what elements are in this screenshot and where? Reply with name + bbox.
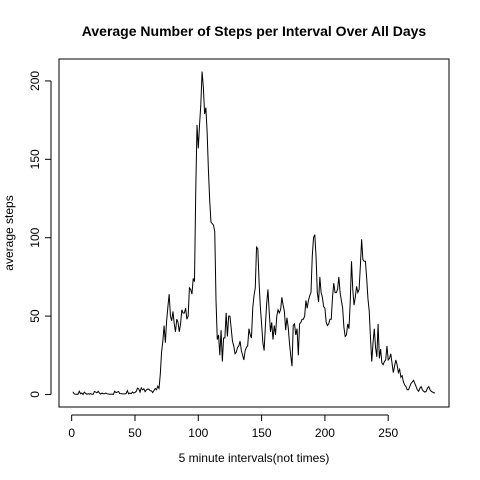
x-tick-label: 150 bbox=[252, 426, 272, 440]
x-tick-label: 200 bbox=[315, 426, 335, 440]
y-axis-label: average steps bbox=[2, 195, 16, 270]
y-axis: 0 50 100 150 200 bbox=[28, 71, 52, 398]
chart-title: Average Number of Steps per Interval Ove… bbox=[82, 23, 427, 39]
y-tick-label: 200 bbox=[28, 71, 42, 91]
y-tick-label: 100 bbox=[28, 227, 42, 247]
y-tick-label: 0 bbox=[28, 391, 42, 398]
y-tick-label: 150 bbox=[28, 149, 42, 169]
x-axis: 0 50 100 150 200 250 bbox=[68, 414, 399, 440]
x-tick-label: 250 bbox=[378, 426, 398, 440]
x-tick-label: 0 bbox=[68, 426, 75, 440]
x-tick-label: 50 bbox=[128, 426, 142, 440]
plot-frame bbox=[58, 58, 450, 408]
y-tick-label: 50 bbox=[28, 309, 42, 323]
x-tick-label: 100 bbox=[188, 426, 208, 440]
series-line bbox=[72, 71, 436, 396]
x-axis-label: 5 minute intervals(not times) bbox=[179, 451, 330, 465]
